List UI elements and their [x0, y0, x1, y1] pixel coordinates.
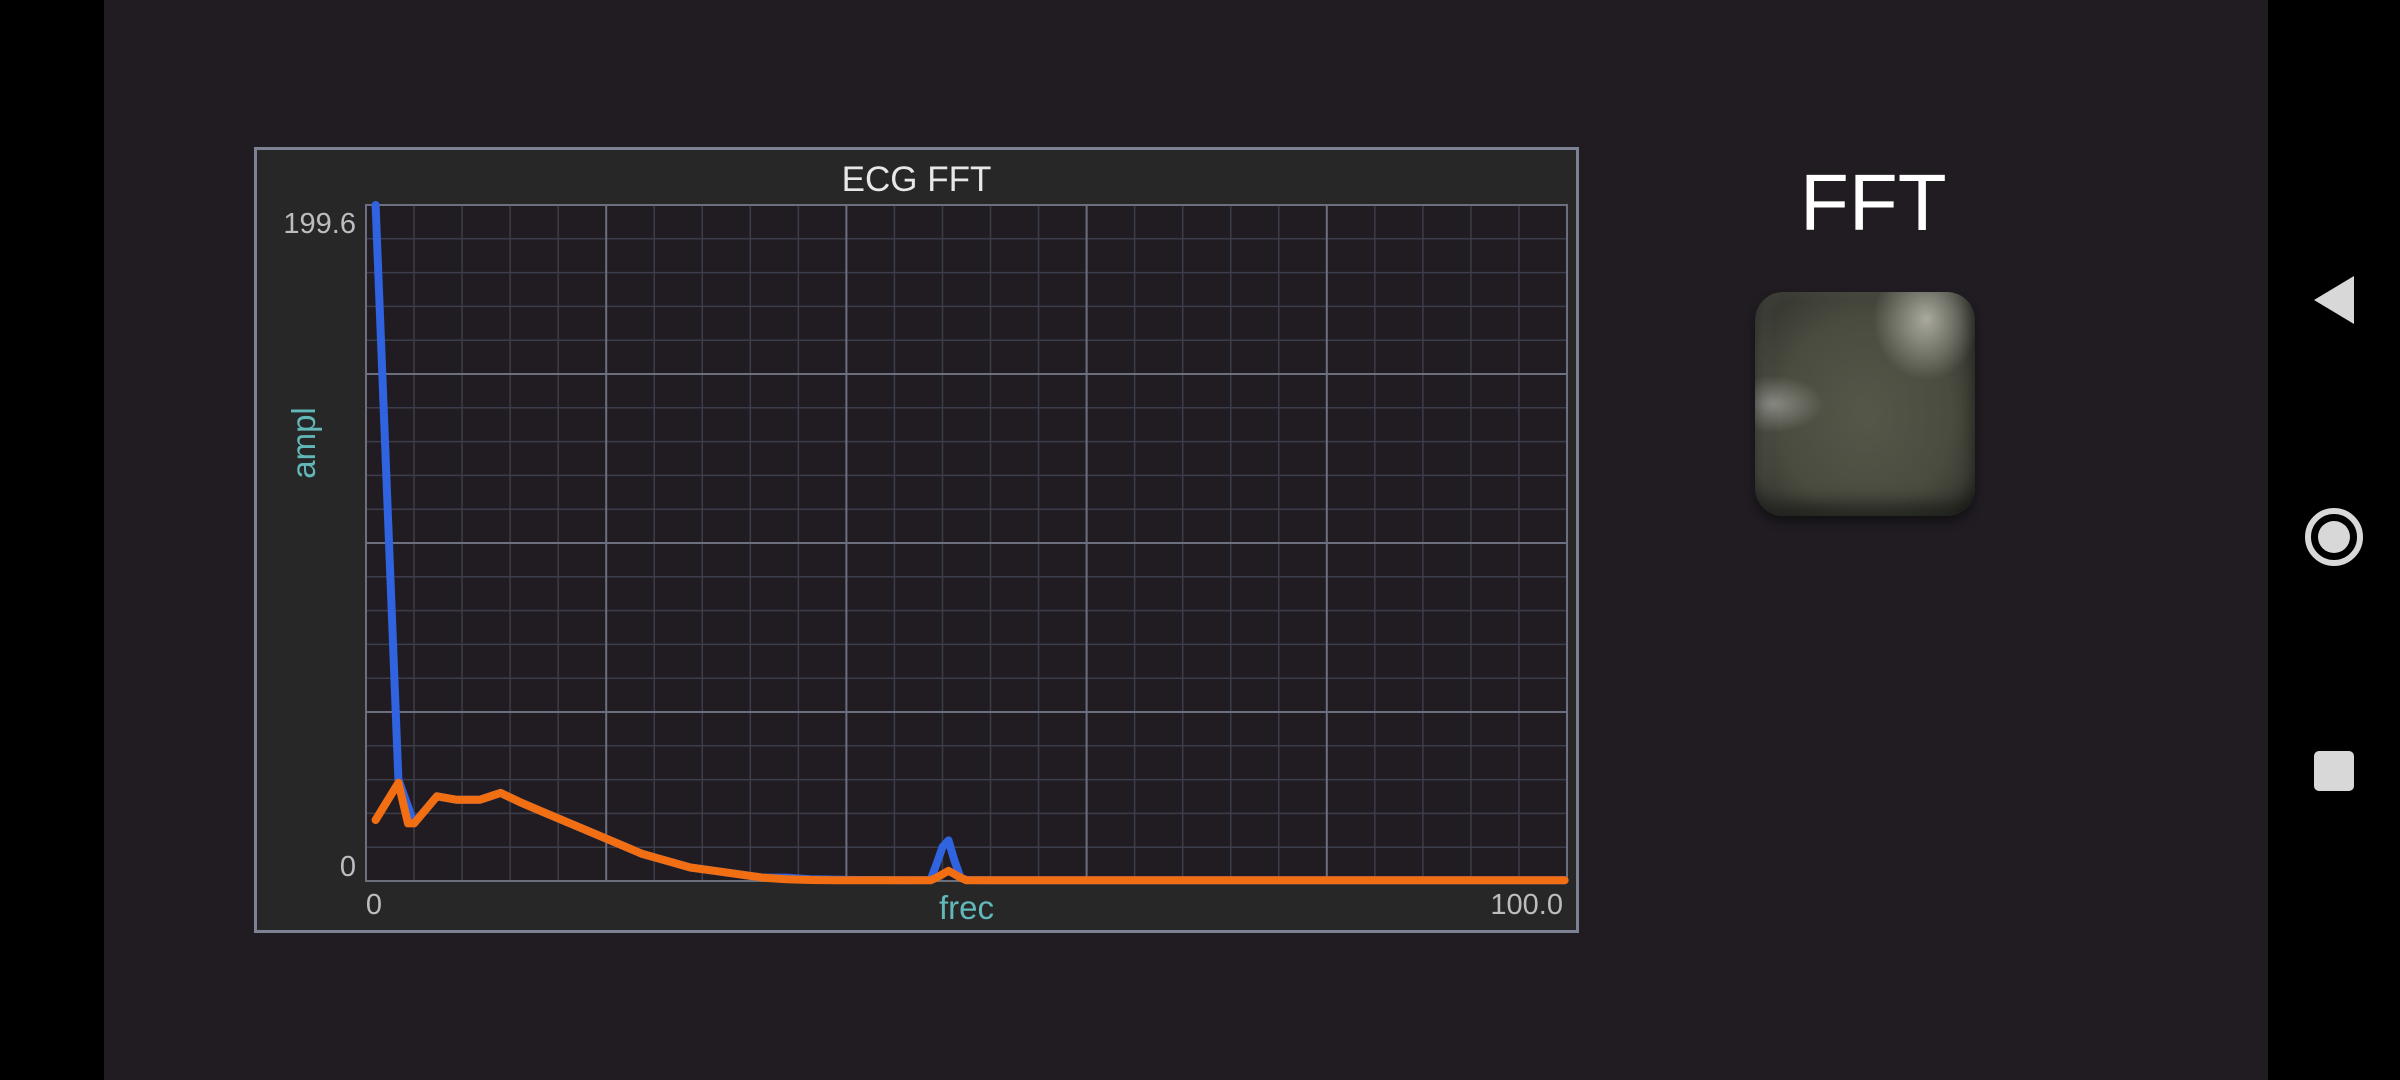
fft-chart-panel: 199.6 0 0 100.0 frec ampl ECG FFT: [254, 147, 1579, 933]
y-axis-label: ampl: [285, 407, 322, 479]
fft-button[interactable]: [1755, 292, 1975, 516]
series-line-orange: [371, 778, 1569, 885]
recents-icon: [2314, 751, 2354, 791]
y-tick-label-max: 199.6: [283, 208, 356, 240]
y-tick-label-min: 0: [340, 851, 356, 883]
fft-chart: 199.6 00 100.0 frec ampl: [283, 201, 1569, 926]
nav-recents-button[interactable]: [2268, 716, 2400, 826]
nav-home-button[interactable]: [2268, 482, 2400, 592]
back-icon: [2314, 276, 2354, 324]
x-axis-label: frec: [939, 889, 994, 926]
x-tick-label-min: 0: [366, 889, 382, 921]
navigation-bar: [2268, 0, 2400, 1080]
home-icon: [2305, 508, 2363, 566]
x-tick-label-max: 100.0: [1490, 889, 1563, 921]
nav-back-button[interactable]: [2268, 245, 2400, 355]
fft-label: FFT: [1800, 158, 1947, 247]
chart-title: ECG FFT: [841, 160, 992, 199]
